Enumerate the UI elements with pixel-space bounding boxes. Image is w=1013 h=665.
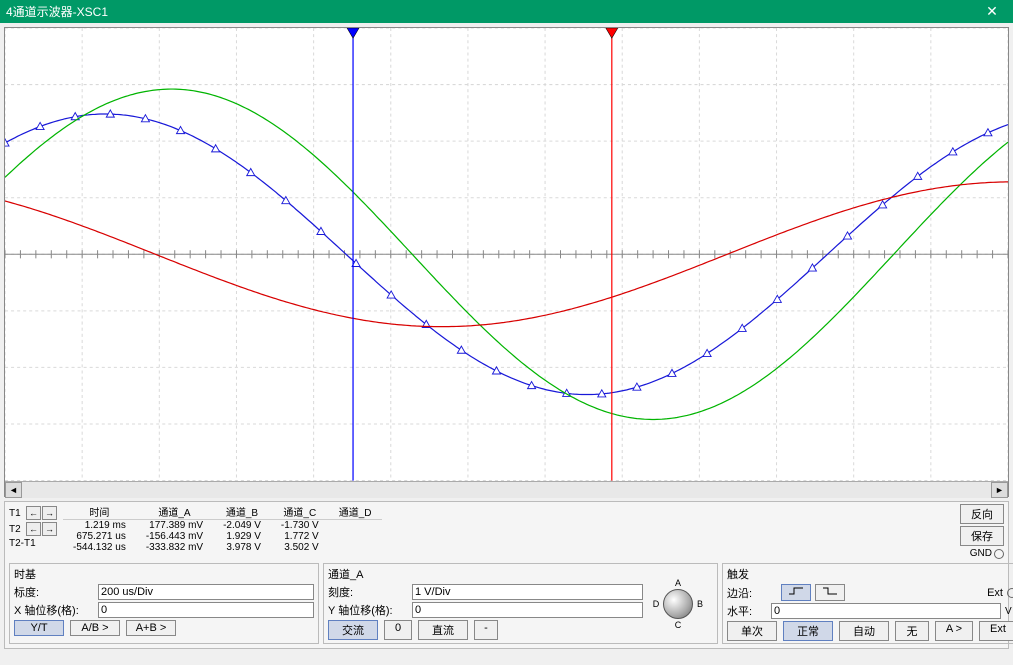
- readout-header: 通道_A: [136, 504, 213, 520]
- level-label: 水平:: [727, 603, 767, 619]
- edge-label: 边沿:: [727, 585, 767, 601]
- scroll-left-icon[interactable]: ◄: [5, 482, 22, 498]
- gnd-label: GND: [970, 548, 992, 559]
- timebase-title: 时基: [14, 566, 314, 582]
- cursor-diff-label: T2-T1: [9, 538, 55, 549]
- titlebar: 4通道示波器-XSC1 ✕: [0, 0, 1013, 23]
- ab-mode-button[interactable]: A/B >: [70, 620, 120, 636]
- readout-cell: -1.730 V: [271, 520, 329, 532]
- readout-header: 通道_B: [213, 504, 271, 520]
- dial-b-label: B: [697, 599, 703, 609]
- reverse-button[interactable]: 反向: [960, 504, 1004, 524]
- readout-cell: 1.219 ms: [63, 520, 136, 532]
- scope-display: ◄ ►: [4, 27, 1009, 497]
- gnd-radio[interactable]: [994, 549, 1004, 559]
- falling-edge-icon: [822, 586, 838, 596]
- level-unit: V: [1005, 606, 1013, 617]
- measurement-table: 时间通道_A通道_B通道_C通道_D 1.219 ms177.389 mV-2.…: [63, 504, 382, 553]
- channel-title: 通道_A: [328, 566, 643, 582]
- scroll-track[interactable]: [22, 482, 991, 498]
- trigger-title: 触发: [727, 566, 1013, 582]
- readout-cell: -333.832 mV: [136, 542, 213, 553]
- readout-cell: 1.929 V: [213, 531, 271, 542]
- t2-left-button[interactable]: ←: [26, 522, 41, 536]
- zero-button[interactable]: 0: [384, 620, 412, 640]
- normal-trigger-button[interactable]: 正常: [783, 621, 833, 641]
- readout-cell: 177.389 mV: [136, 520, 213, 532]
- rising-edge-button[interactable]: [781, 584, 811, 601]
- cursor-t2-label: T2: [9, 524, 25, 535]
- trigger-ext-button[interactable]: Ext: [979, 621, 1013, 641]
- channel-selector-dial[interactable]: A D B C: [643, 566, 713, 641]
- control-panel: T1 ← → T2 ← → T2-T1 时间通道_A通道_B通道_C通道_D 1…: [4, 501, 1009, 649]
- readout-cell: [329, 542, 382, 553]
- readout-header: 通道_C: [271, 504, 329, 520]
- readout-cell: 1.772 V: [271, 531, 329, 542]
- dial-d-label: D: [653, 599, 660, 609]
- channel-scale-input[interactable]: 1 V/Div: [412, 584, 643, 600]
- waveform-plot[interactable]: [5, 28, 1008, 481]
- table-row: 675.271 us-156.443 mV1.929 V1.772 V: [63, 531, 382, 542]
- horizontal-scrollbar[interactable]: ◄ ►: [5, 481, 1008, 498]
- window-title: 4通道示波器-XSC1: [6, 3, 977, 20]
- ac-coupling-button[interactable]: 交流: [328, 620, 378, 640]
- readout-cell: 3.502 V: [271, 542, 329, 553]
- ext-label: Ext: [987, 587, 1003, 599]
- timebase-panel: 时基 标度: 200 us/Div X 轴位移(格): 0 Y/T A/B > …: [9, 563, 319, 644]
- dial-c-label: C: [675, 620, 682, 630]
- dial-knob-icon[interactable]: [663, 589, 693, 619]
- table-row: -544.132 us-333.832 mV3.978 V3.502 V: [63, 542, 382, 553]
- readout-cell: [329, 520, 382, 532]
- readout-cell: -2.049 V: [213, 520, 271, 532]
- timebase-scale-input[interactable]: 200 us/Div: [98, 584, 314, 600]
- x-offset-label: X 轴位移(格):: [14, 602, 94, 618]
- readout-cell: -156.443 mV: [136, 531, 213, 542]
- auto-trigger-button[interactable]: 自动: [839, 621, 889, 641]
- readout-header: 通道_D: [329, 504, 382, 520]
- dc-coupling-button[interactable]: 直流: [418, 620, 468, 640]
- readout-cell: -544.132 us: [63, 542, 136, 553]
- scroll-right-icon[interactable]: ►: [991, 482, 1008, 498]
- invert-button[interactable]: -: [474, 620, 498, 640]
- readout-cell: [329, 531, 382, 542]
- y-offset-label: Y 轴位移(格):: [328, 602, 408, 618]
- table-row: 1.219 ms177.389 mV-2.049 V-1.730 V: [63, 520, 382, 532]
- y-offset-input[interactable]: 0: [412, 602, 643, 618]
- rising-edge-icon: [788, 586, 804, 596]
- dial-a-label: A: [675, 578, 681, 588]
- timebase-scale-label: 标度:: [14, 584, 94, 600]
- none-trigger-button[interactable]: 无: [895, 621, 929, 641]
- falling-edge-button[interactable]: [815, 584, 845, 601]
- channel-panel: 通道_A 刻度: 1 V/Div Y 轴位移(格): 0 交流 0 直流 -: [323, 563, 718, 644]
- readout-cell: 3.978 V: [213, 542, 271, 553]
- t1-left-button[interactable]: ←: [26, 506, 41, 520]
- channel-scale-label: 刻度:: [328, 584, 408, 600]
- level-input[interactable]: 0: [771, 603, 1001, 619]
- aplusb-mode-button[interactable]: A+B >: [126, 620, 176, 636]
- trigger-source-a-button[interactable]: A >: [935, 621, 973, 641]
- close-icon[interactable]: ✕: [977, 3, 1007, 20]
- t2-right-button[interactable]: →: [42, 522, 57, 536]
- ext-radio[interactable]: [1007, 588, 1013, 598]
- yt-mode-button[interactable]: Y/T: [14, 620, 64, 636]
- x-offset-input[interactable]: 0: [98, 602, 314, 618]
- readout-cell: 675.271 us: [63, 531, 136, 542]
- save-button[interactable]: 保存: [960, 526, 1004, 546]
- single-trigger-button[interactable]: 单次: [727, 621, 777, 641]
- trigger-panel: 触发 边沿: Ext 水平: 0 V: [722, 563, 1013, 644]
- readout-header: 时间: [63, 504, 136, 520]
- t1-right-button[interactable]: →: [42, 506, 57, 520]
- cursor-t1-label: T1: [9, 508, 25, 519]
